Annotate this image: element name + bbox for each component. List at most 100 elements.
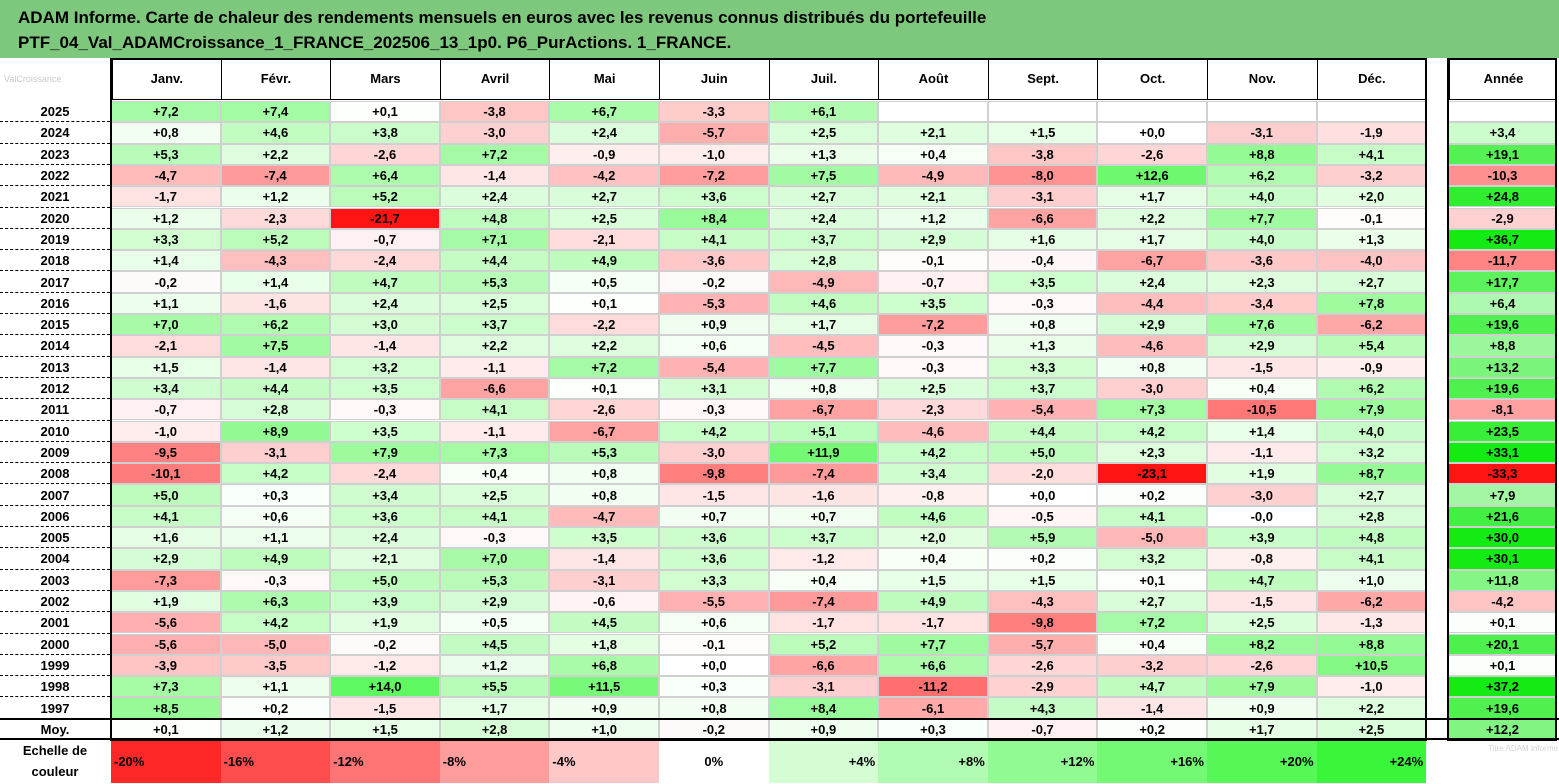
heatmap-cell: +7,9 <box>330 441 440 464</box>
heatmap-cell: +0,1 <box>549 292 659 314</box>
row-year-label: 2017 <box>40 274 70 290</box>
heatmap-cell: +3,9 <box>330 590 440 613</box>
heatmap-cell: +4,8 <box>1316 527 1427 549</box>
heatmap-cell: -4,7 <box>111 164 221 187</box>
heatmap-cell: -9,5 <box>111 441 221 464</box>
row-separator <box>0 568 110 570</box>
annual-cell: +24,8 <box>1448 186 1557 208</box>
row-year-label: 2010 <box>40 423 70 439</box>
heatmap-cell: +3,7 <box>768 527 879 549</box>
heatmap-cell: +0,4 <box>1207 377 1317 400</box>
annual-cell: +11,8 <box>1448 569 1557 591</box>
heatmap-cell: +0,2 <box>987 548 1098 570</box>
column-header: Déc. <box>1316 58 1427 100</box>
color-scale-label-line-2: couleur <box>31 764 79 779</box>
heatmap-cell: +3,3 <box>659 569 769 591</box>
heatmap-cell: +3,5 <box>549 527 659 549</box>
heatmap-cell: -0,8 <box>1207 548 1317 570</box>
annual-cell: +30,0 <box>1448 527 1557 549</box>
heatmap-cell: -3,0 <box>439 122 550 144</box>
heatmap-cell: -1,6 <box>768 484 879 506</box>
row-separator <box>0 376 110 378</box>
heatmap-cell: +3,0 <box>330 314 440 336</box>
heatmap-cell: +1,2 <box>439 654 550 677</box>
heatmap-cell: -1,0 <box>111 420 221 442</box>
heatmap-cell: +2,0 <box>878 527 988 549</box>
heatmap-cell: +2,1 <box>330 548 440 570</box>
heatmap-cell: -7,4 <box>768 463 879 485</box>
heatmap-cell: +7,9 <box>1207 676 1317 698</box>
heatmap-cell: +2,3 <box>1207 271 1317 293</box>
heatmap-cell: -3,5 <box>220 654 331 677</box>
column-header: Nov. <box>1207 58 1317 100</box>
heatmap-cell: +1,3 <box>768 143 879 165</box>
heatmap-cell: +0,3 <box>659 676 769 698</box>
heatmap-cell: +6,2 <box>1207 164 1317 187</box>
heatmap-cell: +1,1 <box>220 527 331 549</box>
heatmap-cell: +2,4 <box>549 122 659 144</box>
heatmap-cell: -6,6 <box>987 207 1098 229</box>
heatmap-cell: -5,4 <box>659 356 769 378</box>
column-header: Mars <box>330 58 440 100</box>
heatmap-cell: +11,5 <box>549 676 659 698</box>
heatmap-cell: -1,4 <box>439 164 550 187</box>
heatmap-cell: +7,3 <box>1097 399 1207 421</box>
heatmap-cell: +12,6 <box>1097 164 1207 187</box>
heatmap-cell: +2,2 <box>549 335 659 357</box>
heatmap-cell: +0,5 <box>439 612 550 634</box>
heatmap-cell: +5,2 <box>220 228 331 251</box>
heatmap-cell: -0,7 <box>330 228 440 251</box>
heatmap-cell: -2,6 <box>987 654 1098 677</box>
row-separator <box>0 440 110 442</box>
row-separator <box>0 504 110 506</box>
heatmap-cell: -0,3 <box>659 399 769 421</box>
heatmap-cell: +7,6 <box>1207 314 1317 336</box>
heatmap-cell: +4,1 <box>1316 548 1427 570</box>
heatmap-cell: +6,4 <box>330 164 440 187</box>
heatmap-cell: -1,4 <box>220 356 331 378</box>
heatmap-cell: -6,2 <box>1316 590 1427 613</box>
heatmap-cell: +4,7 <box>330 271 440 293</box>
heatmap-cell: +0,8 <box>549 463 659 485</box>
heatmap-cell: -0,1 <box>1316 207 1427 229</box>
heatmap-cell: +4,2 <box>878 441 988 464</box>
heatmap-cell: +0,0 <box>1097 122 1207 144</box>
heatmap-cell: -0,3 <box>220 569 331 591</box>
heatmap-cell: +1,4 <box>111 250 221 272</box>
heatmap-cell: +4,8 <box>439 207 550 229</box>
row-separator <box>0 355 110 357</box>
heatmap-cell: +7,2 <box>549 356 659 378</box>
report-title-line-1: ADAM Informe. Carte de chaleur des rende… <box>18 8 987 27</box>
heatmap-cell: +8,4 <box>659 207 769 229</box>
heatmap-cell: -1,5 <box>1207 356 1317 378</box>
heatmap-cell: +0,9 <box>659 314 769 336</box>
heatmap-cell: -2,2 <box>549 314 659 336</box>
row-year-label: 2004 <box>40 551 70 567</box>
heatmap-cell: -2,1 <box>549 228 659 251</box>
heatmap-cell: +3,6 <box>659 548 769 570</box>
heatmap-cell: +4,2 <box>220 612 331 634</box>
heatmap-cell: +3,4 <box>330 484 440 506</box>
heatmap-cell: +3,5 <box>987 271 1098 293</box>
heatmap-cell: +2,4 <box>1097 271 1207 293</box>
heatmap-cell: +0,8 <box>659 697 769 719</box>
heatmap-cell: -1,1 <box>439 356 550 378</box>
heatmap-cell: +3,7 <box>768 228 879 251</box>
heatmap-cell: +7,3 <box>111 676 221 698</box>
heatmap-cell: +2,7 <box>549 186 659 208</box>
heatmap-cell: +2,4 <box>439 186 550 208</box>
heatmap-cell: +2,2 <box>1316 697 1427 719</box>
color-scale-step: +20% <box>1207 739 1317 783</box>
heatmap-cell: +3,2 <box>1097 548 1207 570</box>
heatmap-cell: +1,7 <box>768 314 879 336</box>
average-row-label: Moy. <box>40 721 70 737</box>
heatmap-cell: -2,4 <box>330 250 440 272</box>
heatmap-cell: +5,2 <box>768 633 879 655</box>
heatmap-cell: -3,1 <box>1207 122 1317 144</box>
heatmap-cell: +2,4 <box>330 527 440 549</box>
heatmap-cell: -5,3 <box>659 292 769 314</box>
heatmap-cell: +1,4 <box>220 271 331 293</box>
heatmap-cell: -0,2 <box>330 633 440 655</box>
report-title-line-2: PTF_04_Val_ADAMCroissance_1_FRANCE_20250… <box>18 33 732 52</box>
heatmap-cell: +1,7 <box>1097 228 1207 251</box>
